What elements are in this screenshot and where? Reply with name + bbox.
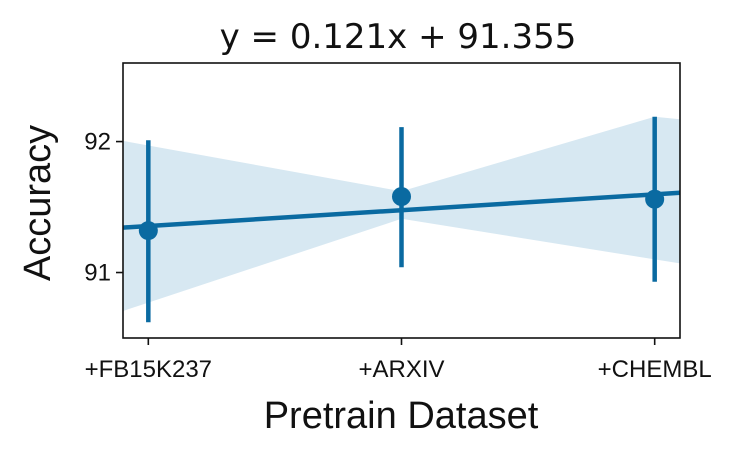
x-axis: +FB15K237 +ARXIV +CHEMBL: [85, 338, 712, 383]
chart-title: y = 0.121x + 91.355: [220, 17, 577, 57]
x-tick-label: +FB15K237: [85, 356, 212, 383]
y-axis: 91 92: [84, 129, 123, 287]
data-point: [138, 221, 158, 241]
x-axis-label: Pretrain Dataset: [264, 395, 539, 437]
y-tick-label: 92: [84, 129, 111, 156]
x-tick-label: +CHEMBL: [598, 356, 712, 383]
data-point: [392, 187, 411, 207]
series-points: [138, 116, 665, 323]
plot-area: [122, 62, 681, 339]
data-point: [645, 189, 665, 209]
y-axis-label: Accuracy: [17, 125, 59, 281]
y-tick-label: 91: [84, 260, 111, 287]
x-tick-label: +ARXIV: [358, 356, 444, 383]
